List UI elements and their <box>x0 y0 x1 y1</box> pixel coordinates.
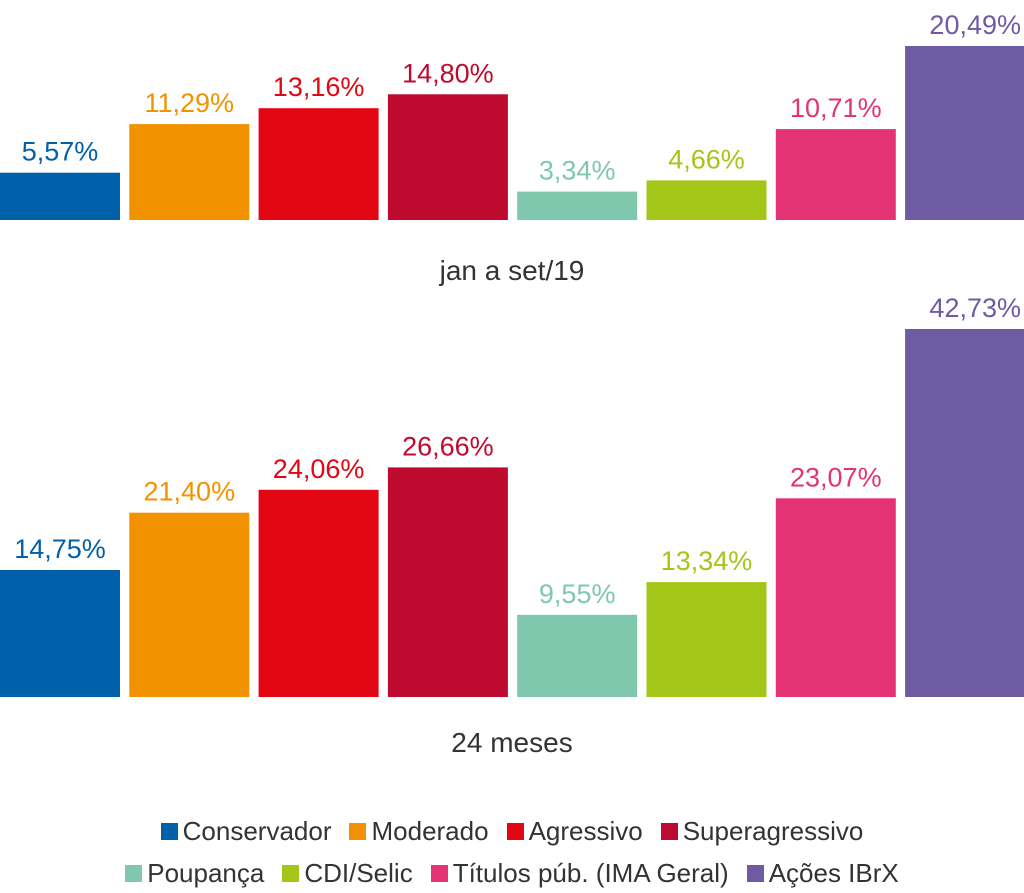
data-label-poupanca: 3,34% <box>539 156 616 186</box>
legend-swatch <box>660 823 678 840</box>
legend-item-acoes-ibrx: Ações IBrX <box>746 858 899 889</box>
legend-item-titulos-publicos: Títulos púb. (IMA Geral) <box>430 858 729 889</box>
data-label-agressivo: 13,16% <box>273 72 365 102</box>
legend-label: CDI/Selic <box>304 858 413 888</box>
legend-row-1: Conservador Moderado Agressivo Superagre… <box>0 816 1024 847</box>
legend-label: Moderado <box>371 816 489 846</box>
data-label-conservador: 5,57% <box>22 137 99 167</box>
data-label-acoes-ibrx: 20,49% <box>929 10 1021 40</box>
data-label-poupanca: 9,55% <box>539 579 616 609</box>
bar-agressivo <box>258 108 379 220</box>
legend-label: Poupança <box>147 858 265 888</box>
data-label-cdi-selic: 13,34% <box>661 546 753 576</box>
bar-poupanca <box>517 191 638 220</box>
data-label-agressivo: 24,06% <box>273 454 365 484</box>
legend-item-moderado: Moderado <box>349 816 489 847</box>
legend-swatch <box>349 823 367 840</box>
data-label-acoes-ibrx: 42,73% <box>929 293 1021 323</box>
bar-superagressivo <box>387 467 508 697</box>
data-label-titulos-pub-ima-geral: 10,71% <box>790 93 882 123</box>
bar-cdi-selic <box>646 582 767 697</box>
legend-label: Superagressivo <box>682 816 864 846</box>
bar-acoes-ibrx <box>905 46 1024 220</box>
bar-panel-2: 14,75% 21,40% 24,06% 26,66% 9,55% 13,34% 23,07… <box>0 293 1024 758</box>
legend-label: Títulos púb. (IMA Geral) <box>452 858 729 888</box>
legend-item-agressivo: Agressivo <box>506 816 643 847</box>
bar-moderado <box>129 512 250 697</box>
legend-swatch <box>506 823 524 840</box>
data-label-titulos-pub-ima-geral: 23,07% <box>790 462 882 492</box>
data-label-cdi-selic: 4,66% <box>668 144 745 174</box>
legend-swatch <box>125 865 143 882</box>
bar-acoes-ibrx <box>905 329 1024 697</box>
legend-item-conservador: Conservador <box>160 816 332 847</box>
legend-label: Conservador <box>182 816 332 846</box>
bar-cdi-selic <box>646 180 767 220</box>
legend-swatch <box>746 865 764 882</box>
legend-item-poupanca: Poupança <box>125 858 264 889</box>
legend-item-cdi-selic: CDI/Selic <box>282 858 413 889</box>
bar-conservador <box>0 570 120 697</box>
legend-label: Ações IBrX <box>768 858 899 888</box>
bar-titulos-pub-ima-geral <box>775 498 896 697</box>
legend-item-superagressivo: Superagressivo <box>660 816 864 847</box>
bar-conservador <box>0 172 120 220</box>
legend-swatch <box>430 865 448 882</box>
bar-titulos-pub-ima-geral <box>775 129 896 220</box>
legend-swatch <box>160 823 178 840</box>
legend-row-2: Poupança CDI/Selic Títulos púb. (IMA Ger… <box>0 858 1024 889</box>
bar-moderado <box>129 124 250 220</box>
data-label-superagressivo: 26,66% <box>402 431 494 461</box>
data-label-superagressivo: 14,80% <box>402 58 494 88</box>
bar-panel-1: 5,57% 11,29% 13,16% 14,80% 3,34% 4,66% 10,71% 2… <box>0 10 1024 286</box>
legend-swatch <box>282 865 300 882</box>
bar-poupanca <box>517 614 638 697</box>
x-axis-label: 24 meses <box>451 727 572 758</box>
data-label-conservador: 14,75% <box>14 534 106 564</box>
x-axis-label: jan a set/19 <box>439 255 585 286</box>
bar-superagressivo <box>387 94 508 220</box>
data-label-moderado: 21,40% <box>144 477 236 507</box>
bar-agressivo <box>258 489 379 697</box>
data-label-moderado: 11,29% <box>145 88 235 118</box>
legend-label: Agressivo <box>528 816 643 846</box>
